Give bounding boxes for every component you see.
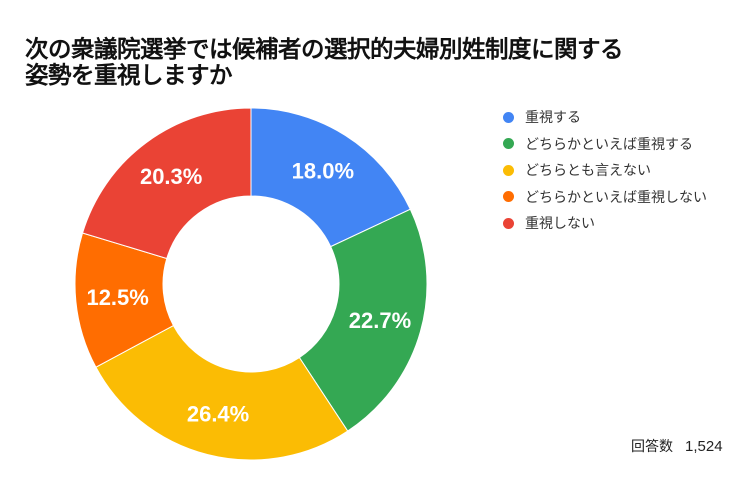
legend-item-3[interactable]: どちらとも言えない: [503, 157, 707, 184]
slice-value-label: 20.3%: [140, 164, 202, 189]
chart-title: 次の衆議院選挙では候補者の選択的夫婦別姓制度に関する 姿勢を重視しますか: [25, 36, 750, 88]
chart-title-line-1: 次の衆議院選挙では候補者の選択的夫婦別姓制度に関する: [25, 35, 624, 63]
donut-slice-1[interactable]: [250, 107, 411, 248]
slice-value-label: 22.7%: [349, 308, 411, 333]
legend-dot-icon: [503, 138, 514, 150]
legend-item-1[interactable]: 重視する: [503, 104, 707, 131]
legend-dot-icon: [503, 111, 514, 123]
slice-value-label: 26.4%: [187, 401, 249, 426]
legend-label: どちらかといえば重視する: [525, 136, 693, 153]
legend-item-4[interactable]: どちらかといえば重視しない: [503, 184, 707, 211]
legend-label: どちらかといえば重視しない: [525, 189, 707, 206]
legend-label: どちらとも言えない: [525, 163, 651, 180]
donut-slice-labels: 18.0% 22.7% 26.4% 12.5% 20.3%: [86, 158, 411, 426]
slice-value-label: 18.0%: [292, 158, 354, 183]
donut-slice-3[interactable]: [95, 324, 349, 461]
donut-slice-2[interactable]: [298, 208, 428, 432]
donut-slices: [74, 107, 428, 461]
legend-dot-icon: [503, 217, 514, 229]
legend-dot-icon: [503, 164, 514, 176]
donut-slice-5[interactable]: [81, 107, 252, 260]
response-count-label: 回答数: [631, 439, 673, 455]
response-count-value: 1,524: [685, 438, 723, 455]
legend-item-2[interactable]: どちらかといえば重視する: [503, 131, 707, 158]
response-count: 回答数 1,524: [631, 436, 723, 456]
legend-label: 重視する: [525, 110, 581, 127]
legend-dot-icon: [503, 191, 514, 203]
chart-legend: 重視する どちらかといえば重視する どちらとも言えない どちらかといえば重視しな…: [503, 104, 707, 237]
legend-item-5[interactable]: 重視しない: [503, 210, 707, 237]
legend-label: 重視しない: [525, 216, 595, 233]
chart-title-line-2: 姿勢を重視しますか: [25, 61, 233, 89]
slice-value-label: 12.5%: [86, 285, 148, 310]
